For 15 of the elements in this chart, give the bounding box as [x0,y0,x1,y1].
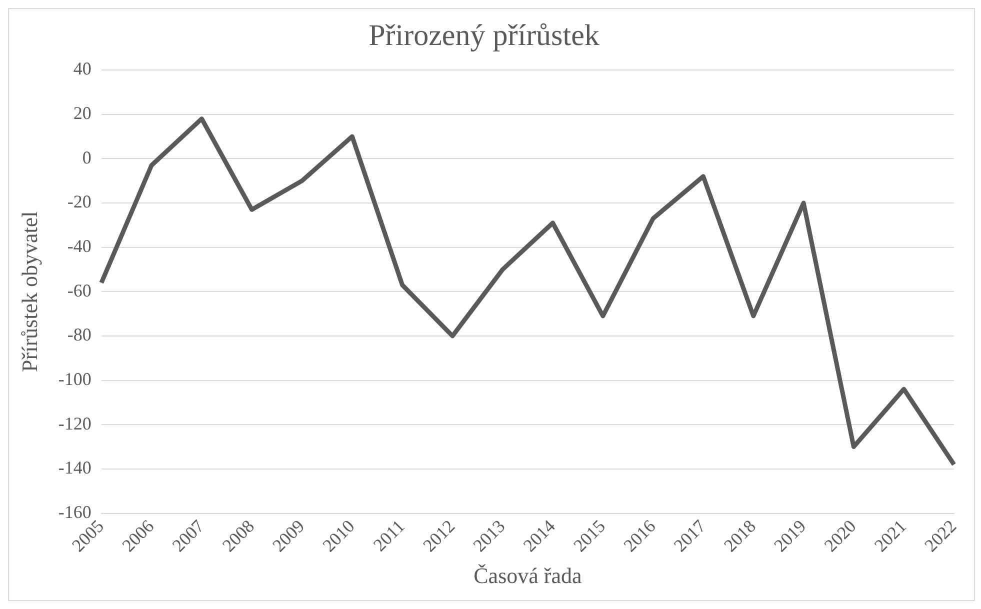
y-axis-title: Přírůstek obyvatel [16,211,42,372]
y-tick-label: 20 [73,103,92,124]
y-tick-label: -40 [67,236,92,256]
chart-title: Přirozený přírůstek [368,18,600,52]
y-tick-label: -60 [67,280,92,300]
x-tick-label: 2011 [369,516,408,556]
y-tick-label: -80 [67,324,92,345]
y-tick-label: -100 [58,369,92,390]
y-tick-label: -160 [58,502,92,522]
y-tick-label: 0 [82,147,92,168]
y-tick-label: -20 [67,192,92,212]
y-tick-label: -140 [58,458,92,478]
y-tick-label: 40 [73,58,92,79]
y-tick-label: -120 [58,413,92,434]
x-axis-title: Časová řada [474,562,582,588]
